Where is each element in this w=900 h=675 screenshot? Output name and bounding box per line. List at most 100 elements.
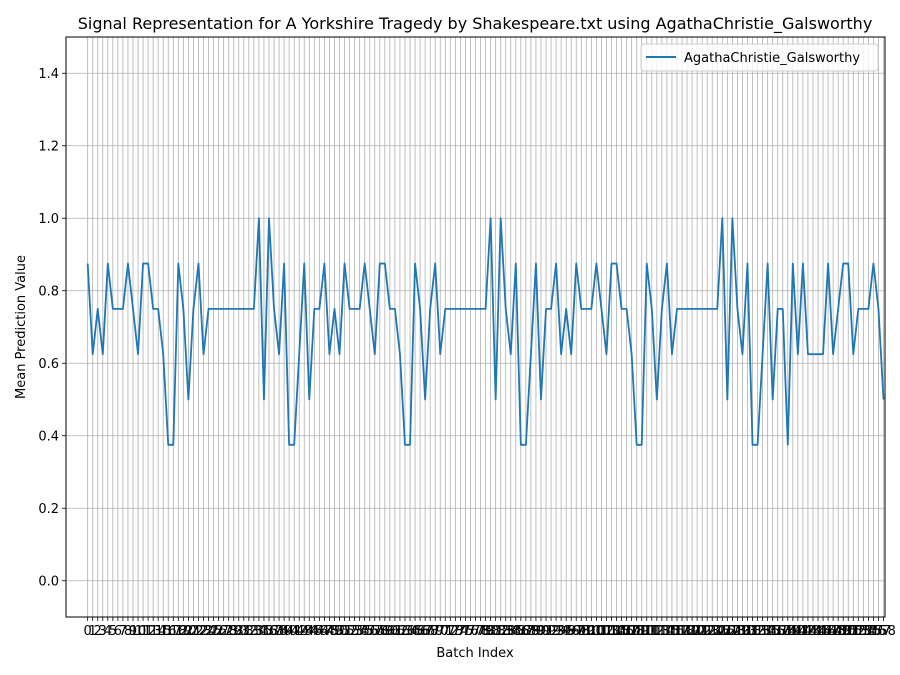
x-tick-label: 145 (806, 624, 831, 639)
x-tick-label: 157 (866, 624, 891, 639)
x-tick-label: 152 (841, 624, 866, 639)
x-tick-label: 146 (811, 624, 836, 639)
y-tick-label: 1.0 (38, 212, 59, 227)
x-tick-label: 98 (573, 624, 590, 639)
x-tick-label: 4 (104, 624, 112, 639)
x-tick-label: 83 (497, 624, 514, 639)
legend-box (640, 43, 879, 72)
x-tick-label: 10 (130, 624, 147, 639)
x-tick-label: 106 (609, 624, 634, 639)
x-tick-label: 46 (311, 624, 328, 639)
x-tick-label: 60 (382, 624, 399, 639)
x-tick-label: 149 (826, 624, 851, 639)
x-tick-label: 6 (114, 624, 122, 639)
x-tick-label: 16 (160, 624, 177, 639)
x-tick-label: 39 (276, 624, 293, 639)
x-tick-label: 102 (589, 624, 614, 639)
x-tick-label: 18 (170, 624, 187, 639)
x-tick-label: 65 (407, 624, 424, 639)
legend: AgathaChristie_Galsworthy (640, 43, 879, 72)
x-tick-label: 40 (281, 624, 298, 639)
x-tick-label: 121 (685, 624, 710, 639)
x-tick-label: 151 (836, 624, 861, 639)
x-tick-label: 44 (301, 624, 318, 639)
x-tick-label: 139 (775, 624, 800, 639)
x-tick-label: 19 (175, 624, 192, 639)
x-tick-label: 14 (150, 624, 167, 639)
y-axis-ticks: 0.0 0.2 0.4 0.6 0.8 1.0 1.2 1.4 (38, 67, 66, 589)
x-tick-label: 48 (321, 624, 338, 639)
x-tick-label: 104 (599, 624, 624, 639)
x-tick-label: 33 (246, 624, 263, 639)
x-tick-label: 140 (780, 624, 805, 639)
x-tick-label: 156 (861, 624, 886, 639)
x-tick-label: 135 (755, 624, 780, 639)
x-tick-label: 0 (84, 624, 92, 639)
x-tick-label: 132 (740, 624, 765, 639)
x-tick-label: 114 (649, 624, 674, 639)
x-tick-label: 26 (210, 624, 227, 639)
x-tick-label: 63 (397, 624, 414, 639)
x-tick-label: 150 (831, 624, 856, 639)
x-tick-label: 93 (548, 624, 565, 639)
series-layer (86, 217, 885, 446)
x-tick-label: 30 (230, 624, 247, 639)
x-tick-label: 32 (241, 624, 258, 639)
y-tick-label: 0.6 (38, 357, 59, 372)
x-tick-label: 94 (553, 624, 570, 639)
x-tick-label: 64 (402, 624, 419, 639)
x-tick-label: 137 (765, 624, 790, 639)
x-tick-label: 73 (447, 624, 464, 639)
x-tick-label: 154 (851, 624, 876, 639)
x-tick-label: 108 (619, 624, 644, 639)
x-tick-label: 54 (351, 624, 368, 639)
x-tick-label: 109 (624, 624, 649, 639)
x-tick-label: 105 (604, 624, 629, 639)
x-tick-label: 11 (135, 624, 152, 639)
x-tick-label: 24 (200, 624, 217, 639)
x-tick-label: 155 (856, 624, 881, 639)
x-tick-label: 75 (457, 624, 474, 639)
x-tick-label: 38 (271, 624, 288, 639)
x-tick-label: 107 (614, 624, 639, 639)
x-tick-label: 79 (477, 624, 494, 639)
y-tick-label: 1.2 (38, 139, 59, 154)
x-tick-label: 36 (261, 624, 278, 639)
x-tick-label: 5 (109, 624, 117, 639)
x-tick-label: 133 (745, 624, 770, 639)
y-tick-label: 0.8 (38, 284, 59, 299)
x-tick-label: 35 (256, 624, 273, 639)
x-tick-label: 42 (291, 624, 308, 639)
x-tick-label: 158 (871, 624, 896, 639)
y-tick-label: 0.4 (38, 429, 59, 444)
x-tick-label: 80 (482, 624, 499, 639)
x-tick-label: 126 (710, 624, 735, 639)
x-tick-label: 53 (346, 624, 363, 639)
x-gridlines (87, 37, 884, 617)
x-tick-label: 147 (816, 624, 841, 639)
x-tick-label: 17 (165, 624, 182, 639)
x-tick-label: 120 (680, 624, 705, 639)
x-tick-label: 8 (124, 624, 132, 639)
legend-entry-label: AgathaChristie_Galsworthy (684, 51, 860, 66)
x-tick-label: 77 (467, 624, 484, 639)
x-tick-label: 49 (326, 624, 343, 639)
x-tick-label: 47 (316, 624, 333, 639)
x-tick-label: 51 (336, 624, 353, 639)
x-tick-label: 128 (720, 624, 745, 639)
x-tick-label: 57 (366, 624, 383, 639)
x-tick-label: 67 (417, 624, 434, 639)
x-tick-label: 41 (286, 624, 303, 639)
y-axis-label: Mean Prediction Value (14, 255, 29, 399)
x-tick-label: 124 (700, 624, 725, 639)
x-tick-label: 27 (215, 624, 232, 639)
x-tick-label: 116 (660, 624, 685, 639)
x-tick-label: 129 (725, 624, 750, 639)
x-tick-label: 136 (760, 624, 785, 639)
x-tick-label: 118 (670, 624, 695, 639)
x-tick-label: 113 (644, 624, 669, 639)
x-axis-ticks: 0123456789101112131415161718192021222324… (84, 617, 896, 639)
x-tick-label: 2 (94, 624, 102, 639)
x-tick-label: 111 (634, 624, 659, 639)
x-tick-label: 45 (306, 624, 323, 639)
